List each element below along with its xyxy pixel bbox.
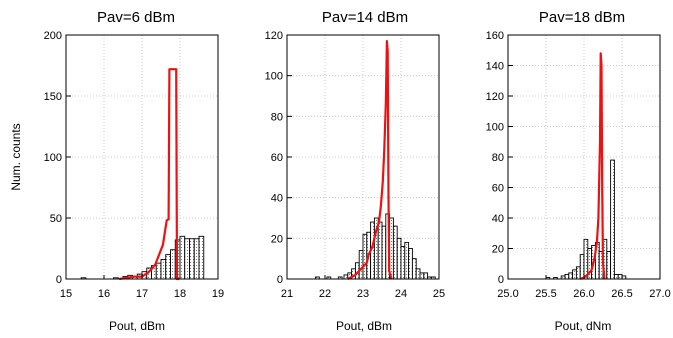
panel-3-histogram-bar xyxy=(579,254,585,280)
panel-1-y-tick-label: 150 xyxy=(44,91,62,103)
panel-2-histogram-bar xyxy=(408,248,413,280)
panel-1-histogram-bar xyxy=(160,259,167,280)
panel-3-x-tick-label: 26.5 xyxy=(611,288,632,300)
panel-2-histogram-bar xyxy=(392,225,398,280)
panel-2-x-tick-label: 23 xyxy=(357,288,369,300)
panel-2-y-tick-label: 60 xyxy=(271,152,283,164)
panel-1: Pav=6 dBm Num. counts Pout, dBm 15 16 17 18… xyxy=(9,9,224,333)
panel-3-histogram-bar xyxy=(606,251,612,280)
panel-3-histogram-bar xyxy=(583,238,589,280)
panel-3-y-tick-label: 40 xyxy=(492,213,504,225)
panel-3-histogram-bar xyxy=(564,273,570,280)
panel-2-histogram-bar xyxy=(404,241,410,280)
panel-2-x-tick-label: 22 xyxy=(319,288,331,300)
panel-3-plot: 25.0 25.5 26.0 26.5 27.0 0 20 40 60 80 100 120 140 16… xyxy=(486,30,671,300)
panel-3-histogram-bar xyxy=(575,266,581,280)
panel-1-plot: 15 16 17 18 19 0 50 100 150 200 xyxy=(44,30,224,300)
panel-3-x-tick-label: 26.0 xyxy=(573,288,594,300)
panel-3-histogram-bar xyxy=(617,273,623,280)
panel-3-y-tick-label: 80 xyxy=(492,152,504,164)
panel-1-x-tick-label: 15 xyxy=(60,288,72,300)
panel-3-histogram-bar xyxy=(613,273,619,280)
panel-2-histogram-bar xyxy=(358,250,364,280)
panel-3-x-axis-label: Pout, dNm xyxy=(555,319,612,333)
panel-1-y-tick-label: 100 xyxy=(44,152,62,164)
panel-3-x-tick-label: 27.0 xyxy=(649,288,670,300)
panel-3-y-tick-label: 160 xyxy=(486,30,504,42)
panel-1-histogram-bar xyxy=(170,249,176,280)
panel-3-x-tick-label: 25.5 xyxy=(535,288,556,300)
panel-1-x-axis-label: Pout, dBm xyxy=(109,319,165,333)
panel-1-histogram-bar xyxy=(165,254,171,280)
panel-2-title: Pav=14 dBm xyxy=(322,9,408,26)
panel-1-x-tick-label: 18 xyxy=(174,288,186,300)
panel-2-y-tick-label: 100 xyxy=(265,71,283,83)
panel-2-y-tick-label: 40 xyxy=(271,193,283,205)
panel-3-distribution-line xyxy=(579,52,606,281)
panel-1-histogram-bar xyxy=(184,238,190,280)
panel-2-histogram-bar xyxy=(362,233,368,280)
panel-3-histogram-bar xyxy=(610,159,615,280)
panel-2-histogram-bar xyxy=(396,237,402,280)
panel-1-histogram-bar xyxy=(198,235,205,280)
panel-2-y-tick-label: 20 xyxy=(271,233,283,245)
panel-2-histogram-bar xyxy=(343,274,349,280)
panel-1-title: Pav=6 dBm xyxy=(97,9,175,26)
panel-3-x-tick-label: 25.0 xyxy=(497,288,518,300)
panel-3-y-tick-label: 100 xyxy=(486,122,504,134)
panel-2-histogram-bar xyxy=(419,272,425,280)
y-axis-label: Num. counts xyxy=(9,123,23,190)
panel-1-histogram-bar xyxy=(179,235,186,280)
panel-3-y-tick-label: 0 xyxy=(498,274,504,286)
panel-3-title: Pav=18 dBm xyxy=(539,9,625,26)
panel-1-y-tick-label: 200 xyxy=(44,30,62,42)
panel-1-histogram-bar xyxy=(189,238,195,280)
panel-1-histogram-bar xyxy=(193,238,200,280)
panel-3-histogram-bar xyxy=(568,272,574,280)
panel-2-histogram-bar xyxy=(415,268,421,280)
panel-2-histogram-bar xyxy=(381,225,387,280)
panel-2-x-tick-label: 25 xyxy=(433,288,445,300)
panel-2-y-tick-label: 0 xyxy=(277,274,283,286)
panel-3-y-tick-label: 20 xyxy=(492,244,504,256)
panel-3: Pav=18 dBm Pout, dNm 25.0 25.5 26.0 26.5 27.… xyxy=(486,9,671,333)
panel-1-y-tick-label: 50 xyxy=(50,213,62,225)
panel-2: Pav=14 dBm Pout, dBm 21 22 23 24 25 0 20 40 60 80… xyxy=(265,9,445,333)
panel-3-histogram-bar xyxy=(572,269,577,280)
panel-2-histogram-bar xyxy=(411,258,417,280)
panel-2-histogram-bar xyxy=(423,272,429,280)
panel-1-x-tick-label: 19 xyxy=(212,288,224,300)
panel-3-y-tick-label: 140 xyxy=(486,61,504,73)
panel-2-x-tick-label: 24 xyxy=(395,288,407,300)
panel-3-y-tick-label: 120 xyxy=(486,91,504,103)
panel-1-y-tick-label: 0 xyxy=(56,274,62,286)
panel-2-histogram-bar xyxy=(377,221,383,280)
panel-2-y-tick-label: 120 xyxy=(265,30,283,42)
panel-1-histogram-bar xyxy=(155,262,162,280)
panel-3-y-tick-label: 60 xyxy=(492,183,504,195)
panel-1-distribution-line xyxy=(119,68,180,281)
panel-2-histogram-bar xyxy=(400,246,406,280)
panel-2-y-tick-label: 80 xyxy=(271,111,283,123)
panel-1-x-tick-label: 16 xyxy=(98,288,110,300)
panel-2-distribution-line xyxy=(347,40,393,280)
panel-2-x-tick-label: 21 xyxy=(281,288,293,300)
panel-1-x-tick-label: 17 xyxy=(136,288,148,300)
panel-2-plot: 21 22 23 24 25 0 20 40 60 80 100 120 xyxy=(265,30,445,300)
panel-2-x-axis-label: Pout, dBm xyxy=(336,319,392,333)
